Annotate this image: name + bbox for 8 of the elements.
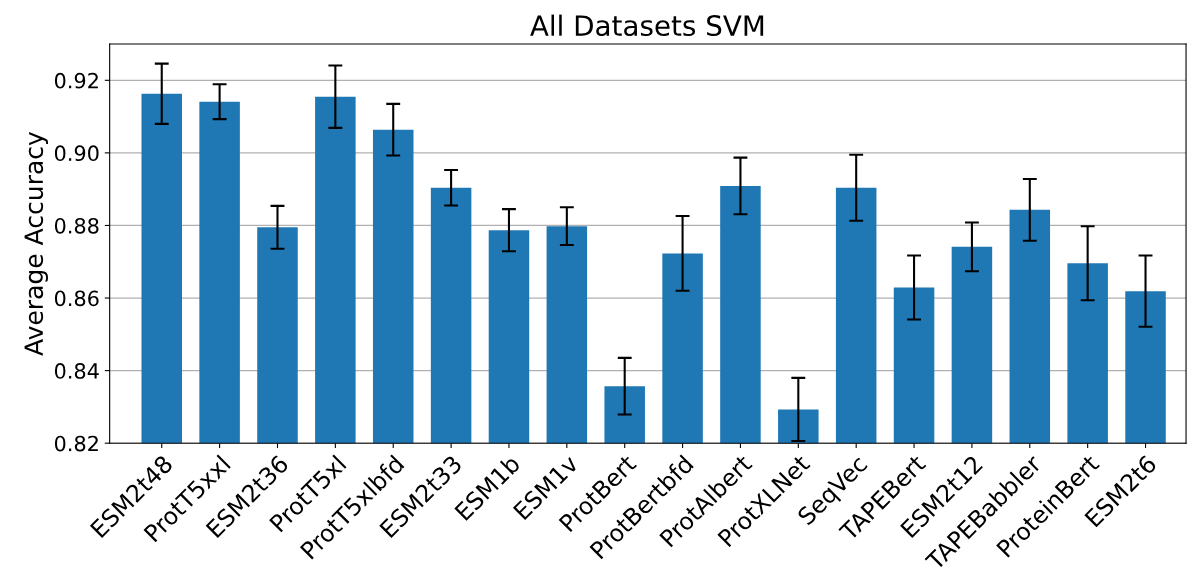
y-tick-label: 0.88: [54, 217, 99, 234]
y-axis-title: Average Accuracy: [24, 131, 48, 356]
y-tick-label: 0.86: [54, 290, 99, 307]
y-tick-label: 0.82: [54, 435, 98, 452]
y-tick-label: 0.90: [54, 145, 99, 162]
chart-title: All Datasets SVM: [530, 14, 764, 37]
y-tick-label: 0.84: [54, 363, 99, 379]
y-tick-label: 0.92: [54, 72, 98, 89]
